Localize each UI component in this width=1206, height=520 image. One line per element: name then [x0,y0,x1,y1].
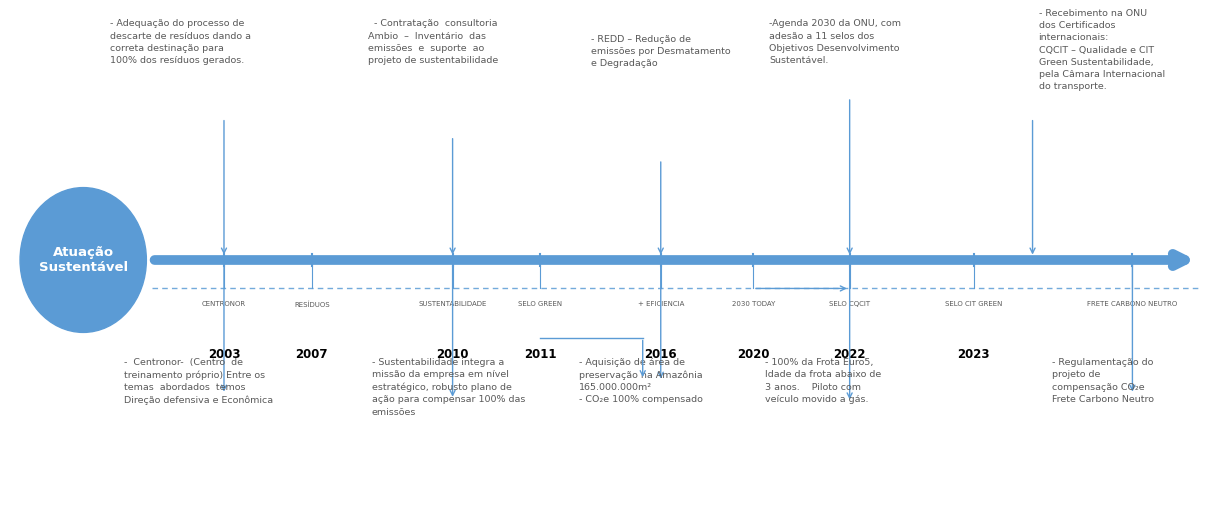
Ellipse shape [21,188,146,332]
Text: 2022: 2022 [833,348,866,361]
Text: - Aquisição de área de
preservação na Amazônia
165.000.000m²
- CO₂e 100% compens: - Aquisição de área de preservação na Am… [579,358,703,405]
Text: 2023: 2023 [958,348,990,361]
Text: SELO GREEN: SELO GREEN [519,302,562,307]
Text: 2020: 2020 [737,348,769,361]
Text: 2016: 2016 [644,348,677,361]
Text: SUSTENTABILIDADE: SUSTENTABILIDADE [418,302,487,307]
Text: - Recebimento na ONU
dos Certificados
internacionais:
CQCIT – Qualidade e CIT
Gr: - Recebimento na ONU dos Certificados in… [1038,9,1165,91]
Text: SELO CIT GREEN: SELO CIT GREEN [946,302,1002,307]
Text: -  Centronor-  (Centro  de
treinamento próprio) Entre os
temas  abordados  temos: - Centronor- (Centro de treinamento próp… [124,358,274,405]
Text: - Contratação  consultoria
Ambio  –  Inventário  das
emissões  e  suporte  ao
pr: - Contratação consultoria Ambio – Invent… [368,19,498,65]
Text: + EFICIENCIA: + EFICIENCIA [638,302,684,307]
Text: FRETE CARBONO NEUTRO: FRETE CARBONO NEUTRO [1088,302,1177,307]
Text: 2007: 2007 [295,348,328,361]
Text: - REDD – Redução de
emissões por Desmatamento
e Degradação: - REDD – Redução de emissões por Desmata… [591,35,731,68]
Text: 2030 TODAY: 2030 TODAY [732,302,775,307]
Text: - Sustentabilidade integra a
missão da empresa em nível
estratégico, robusto pla: - Sustentabilidade integra a missão da e… [371,358,526,417]
Text: SELO CQCIT: SELO CQCIT [829,302,871,307]
Text: CENTRONOR: CENTRONOR [201,302,246,307]
Text: - Adequação do processo de
descarte de resíduos dando a
correta destinação para
: - Adequação do processo de descarte de r… [110,19,251,65]
Text: 2010: 2010 [437,348,469,361]
Text: - 100% da Frota Euro5,
Idade da frota abaixo de
3 anos.    Piloto com
veículo mo: - 100% da Frota Euro5, Idade da frota ab… [766,358,882,404]
Text: Atuação
Sustentável: Atuação Sustentável [39,246,128,274]
Text: - Regulamentação do
projeto de
compensação CO₂e
Frete Carbono Neutro: - Regulamentação do projeto de compensaç… [1052,358,1154,404]
Text: 2003: 2003 [207,348,240,361]
Text: 2011: 2011 [525,348,557,361]
Text: -Agenda 2030 da ONU, com
adesão a 11 selos dos
Objetivos Desenvolvimento
Sustent: -Agenda 2030 da ONU, com adesão a 11 sel… [769,19,901,65]
Text: RESÍDUOS: RESÍDUOS [294,302,329,308]
